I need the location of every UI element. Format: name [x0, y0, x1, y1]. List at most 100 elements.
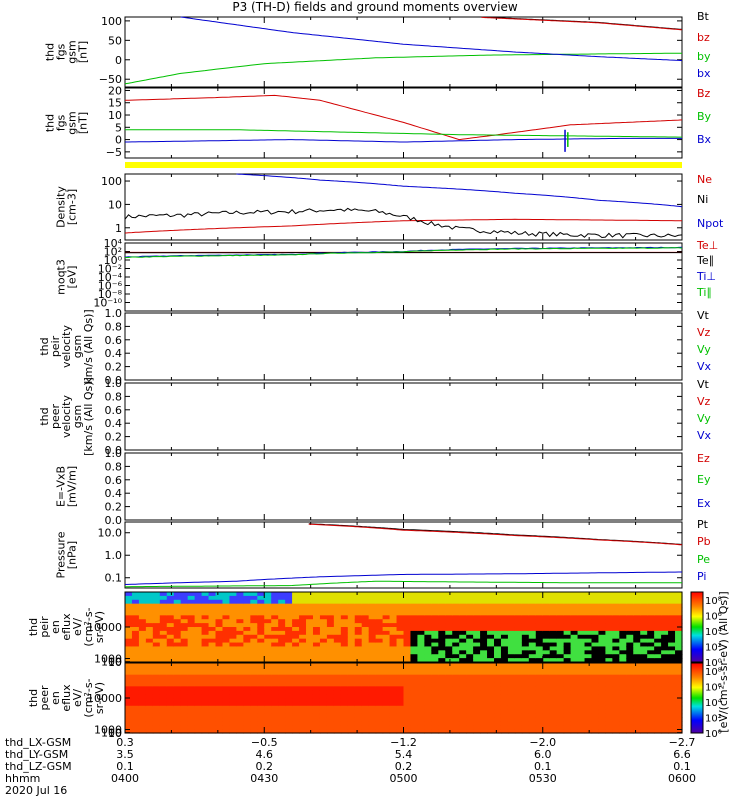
y-axis-label: E=-VxB — [55, 466, 68, 507]
heat-cell — [570, 599, 579, 605]
heat-cell — [159, 607, 168, 613]
heat-cell — [431, 686, 439, 691]
heat-cell — [598, 619, 607, 624]
heat-cell — [250, 615, 258, 620]
heat-cell — [417, 709, 425, 715]
heat-cell — [452, 642, 460, 648]
row-label-lx: thd_LX-GSM — [5, 736, 72, 749]
y-axis-label: gsm — [71, 405, 84, 428]
heat-cell — [173, 623, 182, 628]
x-tick-label: 0.1 — [673, 760, 691, 773]
heat-cell — [459, 674, 467, 680]
heat-cell — [243, 666, 251, 672]
heat-cell — [173, 627, 182, 632]
heat-cell — [521, 615, 530, 620]
heat-cell — [521, 627, 530, 632]
heat-cell — [661, 670, 669, 676]
heat-cell — [375, 717, 384, 722]
heat-cell — [654, 678, 662, 684]
heat-cell — [354, 611, 363, 616]
heat-cell — [208, 682, 217, 687]
heat-cell — [577, 666, 586, 672]
heat-cell — [306, 623, 314, 628]
heat-cell — [452, 619, 460, 624]
heat-cell — [445, 713, 453, 719]
heat-cell — [368, 646, 377, 651]
heat-cell — [166, 725, 175, 730]
heat-cell — [473, 686, 481, 691]
heat-cell — [521, 638, 530, 644]
heat-cell — [661, 642, 669, 648]
heat-cell — [152, 670, 161, 676]
heat-cell — [299, 654, 307, 659]
heat-cell — [215, 686, 224, 691]
heat-cell — [487, 603, 495, 609]
heat-cell — [480, 611, 488, 616]
heat-cell — [215, 729, 224, 734]
heat-cell — [556, 670, 565, 676]
heat-cell — [514, 642, 523, 648]
y-tick-label: 20 — [108, 84, 122, 97]
heat-cell — [563, 709, 572, 715]
heat-cell — [152, 717, 161, 722]
heat-cell — [299, 678, 307, 684]
heat-cell — [668, 717, 676, 722]
heat-cell — [445, 592, 453, 597]
heat-cell — [354, 721, 363, 726]
heat-cell — [208, 694, 217, 699]
heat-cell — [556, 627, 565, 632]
heat-cell — [285, 717, 293, 722]
heat-cell — [514, 670, 523, 676]
heat-cell — [487, 627, 495, 632]
heat-cell — [452, 690, 460, 695]
heat-cell — [271, 705, 279, 711]
heat-cell — [243, 642, 251, 648]
heat-cell — [626, 729, 634, 734]
heat-cell — [612, 603, 620, 609]
heat-cell — [542, 630, 551, 636]
series-bz — [481, 16, 683, 31]
heat-cell — [159, 663, 168, 668]
heat-cell — [549, 674, 558, 680]
heat-cell — [257, 721, 265, 726]
heat-cell — [257, 630, 265, 636]
heat-cell — [201, 694, 210, 699]
heat-cell — [236, 678, 244, 684]
heat-cell — [292, 729, 300, 734]
heat-cell — [285, 666, 293, 672]
heat-cell — [215, 690, 224, 695]
heat-cell — [215, 607, 224, 613]
heat-cell — [361, 642, 370, 648]
heat-cell — [542, 658, 551, 663]
heat-cell — [633, 603, 641, 609]
heat-cell — [333, 603, 342, 609]
heat-cell — [368, 713, 377, 719]
heat-cell — [494, 654, 502, 659]
heat-cell — [563, 698, 572, 703]
heat-cell — [494, 595, 502, 601]
heat-cell — [264, 705, 272, 711]
heat-cell — [563, 630, 572, 636]
heat-cell — [591, 705, 600, 711]
heat-cell — [403, 717, 412, 722]
heat-cell — [236, 627, 244, 632]
heat-cell — [598, 713, 607, 719]
heat-cell — [612, 709, 620, 715]
heat-cell — [201, 638, 210, 644]
heat-cell — [459, 678, 467, 684]
heat-cell — [459, 646, 467, 651]
heat-cell — [675, 670, 683, 676]
heat-cell — [500, 627, 509, 632]
heat-cell — [487, 717, 495, 722]
heat-cell — [194, 615, 203, 620]
heat-cell — [528, 698, 537, 703]
heat-cell — [563, 713, 572, 719]
heat-cell — [264, 615, 272, 620]
heat-cell — [417, 694, 425, 699]
heat-cell — [125, 611, 133, 616]
heat-cell — [570, 729, 579, 734]
heat-cell — [152, 599, 161, 605]
heat-cell — [299, 705, 307, 711]
heat-cell — [138, 674, 147, 680]
